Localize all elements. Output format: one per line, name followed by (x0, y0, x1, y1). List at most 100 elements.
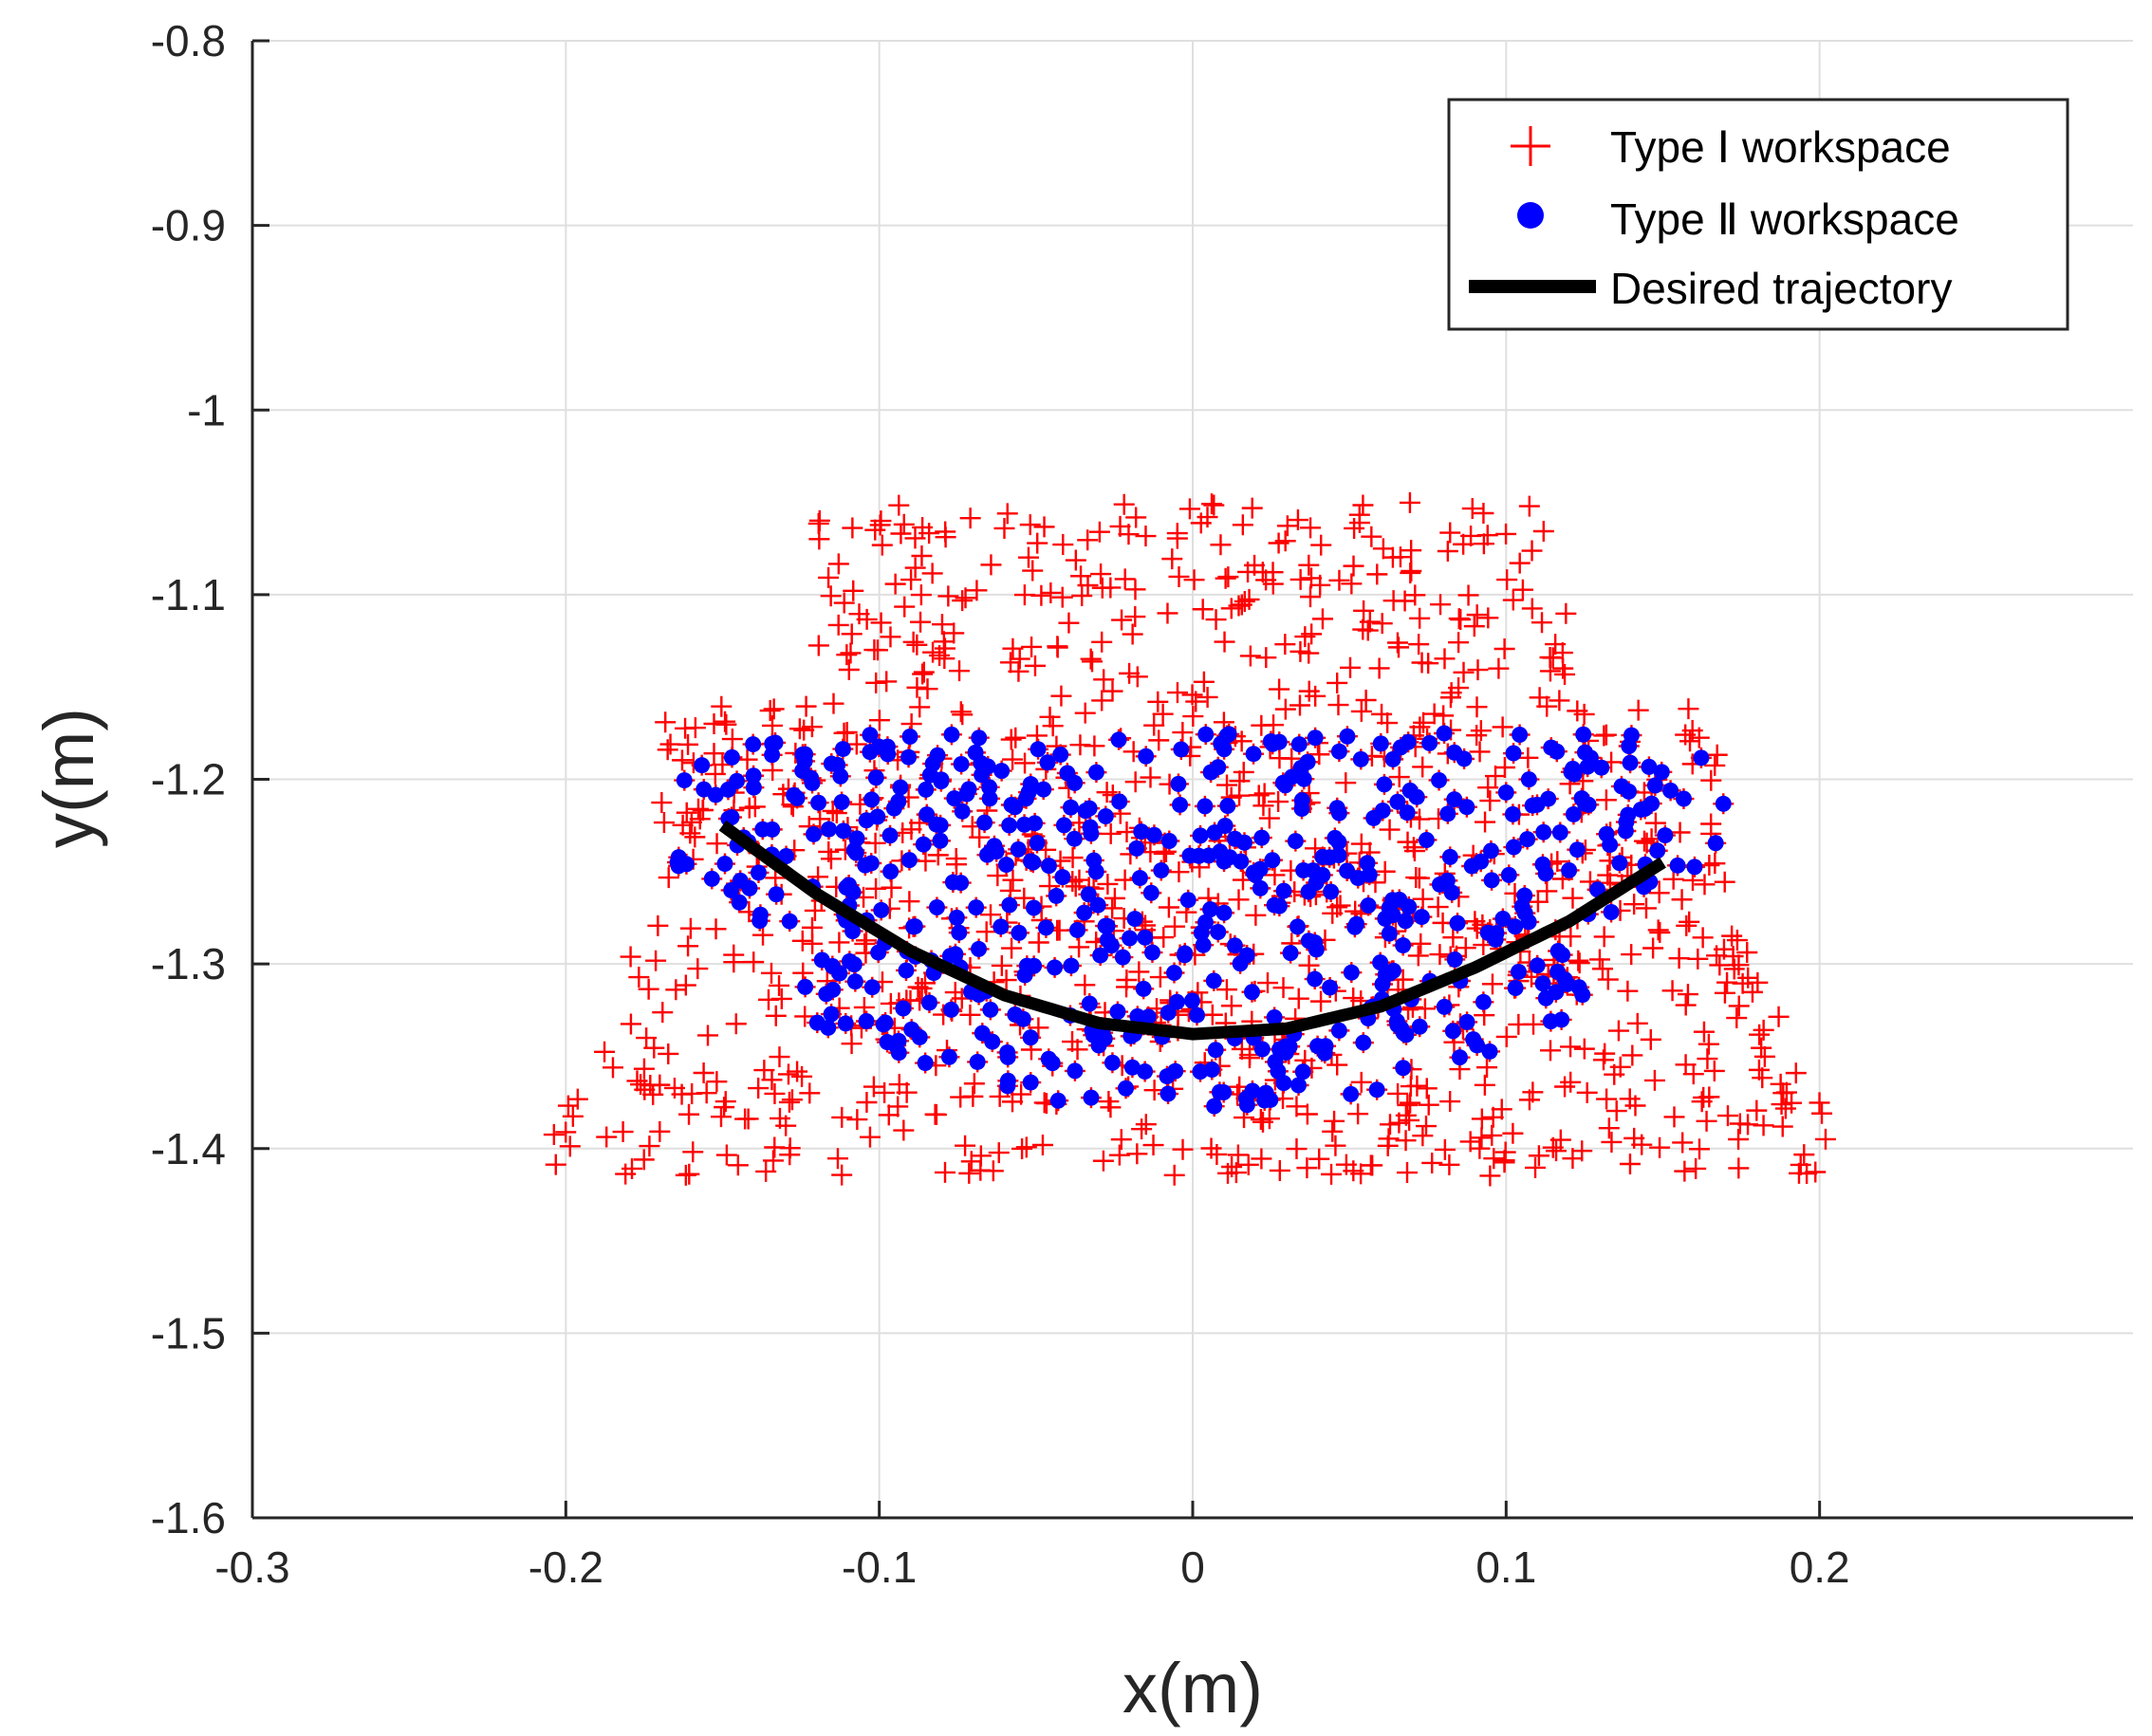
legend-marker-type-1 (1511, 126, 1550, 166)
type-1-point (763, 698, 785, 720)
type-1-point (1619, 1154, 1641, 1174)
type-1-point (1168, 565, 1190, 587)
type-2-point (1202, 901, 1219, 918)
type-1-point (1269, 678, 1290, 700)
type-1-point (1232, 514, 1253, 536)
type-1-point (1588, 949, 1610, 970)
type-1-point (1476, 1057, 1498, 1079)
type-1-point (917, 678, 938, 700)
y-tick-label: -1.4 (151, 1124, 226, 1173)
type-2-point (1500, 866, 1517, 883)
type-1-point (935, 521, 956, 543)
type-1-point (1128, 961, 1150, 983)
type-2-point (1431, 876, 1448, 893)
type-1-point (1281, 748, 1303, 769)
type-2-point (881, 827, 899, 844)
type-1-point (1595, 789, 1617, 811)
type-1-point (647, 914, 669, 936)
type-1-point (675, 974, 696, 996)
type-1-point (1771, 1094, 1792, 1116)
type-1-point (841, 1033, 863, 1055)
type-1-point (876, 671, 898, 693)
type-2-point (1715, 795, 1732, 812)
type-2-point (1686, 859, 1703, 876)
type-1-point (1051, 586, 1073, 608)
type-1-point (1518, 495, 1540, 517)
type-2-point (1244, 1082, 1261, 1099)
type-1-point (1483, 1148, 1505, 1170)
type-1-point (1560, 1036, 1582, 1058)
type-1-point (801, 716, 823, 738)
type-2-point (1339, 728, 1356, 745)
type-1-point (833, 592, 855, 614)
type-1-point (1439, 522, 1461, 544)
type-1-point (1264, 864, 1286, 886)
type-1-point (1626, 1012, 1648, 1034)
type-2-point (1025, 854, 1042, 871)
type-1-point (1604, 1063, 1625, 1085)
type-2-point (1197, 914, 1214, 931)
type-1-point (1421, 1152, 1443, 1173)
type-1-point (1110, 1129, 1132, 1151)
type-1-point (1289, 568, 1311, 590)
type-1-point (906, 676, 928, 698)
type-2-point (1210, 924, 1227, 941)
type-1-point (1682, 1063, 1704, 1085)
type-1-point (655, 711, 677, 733)
type-1-point (1669, 822, 1691, 843)
type-1-point (1252, 795, 1274, 817)
type-1-point (1001, 1091, 1023, 1113)
type-1-point (1700, 769, 1722, 791)
type-1-point (1788, 1162, 1809, 1184)
type-1-point (1258, 807, 1280, 829)
type-1-point (1477, 777, 1499, 799)
type-1-point (1721, 925, 1743, 947)
type-1-point (777, 1063, 799, 1085)
type-1-point (1372, 538, 1394, 560)
type-2-point (982, 1001, 999, 1018)
type-1-point (1192, 599, 1214, 620)
type-1-point (1161, 548, 1183, 570)
type-1-point (1728, 995, 1750, 1017)
type-1-point (1091, 631, 1113, 653)
type-1-point (1485, 766, 1507, 787)
type-1-point (1052, 534, 1074, 556)
type-2-point (906, 918, 923, 935)
y-tick-label: -1 (187, 385, 226, 434)
type-1-point (1772, 1116, 1793, 1137)
legend-label-type-1: Type Ⅰ workspace (1610, 122, 1951, 172)
type-1-point (794, 1006, 816, 1027)
type-1-point (863, 1076, 884, 1098)
type-1-point (969, 826, 991, 848)
type-1-point (1692, 927, 1714, 949)
type-2-point (764, 747, 781, 764)
type-1-point (1494, 1141, 1516, 1163)
type-1-point (1407, 945, 1429, 967)
y-tick-label: -1.6 (151, 1493, 226, 1542)
type-2-point (1003, 796, 1020, 813)
type-1-point (1300, 517, 1322, 539)
type-1-point (818, 566, 840, 588)
type-1-point (1197, 686, 1218, 708)
type-1-point (1704, 853, 1726, 875)
type-1-point (1286, 1096, 1308, 1117)
type-1-point (827, 553, 849, 575)
type-2-point (1135, 980, 1152, 997)
type-1-point (1429, 944, 1451, 966)
type-2-point (1475, 993, 1492, 1010)
type-1-point (1308, 744, 1330, 766)
type-1-point (843, 580, 864, 601)
type-1-point (1811, 1102, 1833, 1124)
type-1-point (1703, 1060, 1725, 1081)
type-1-point (904, 557, 926, 579)
type-1-point (1696, 1110, 1717, 1132)
type-1-point (757, 988, 779, 1010)
type-2-point (794, 763, 811, 780)
type-1-point (1536, 695, 1558, 717)
type-1-point (1062, 1031, 1084, 1053)
type-2-point (895, 1000, 912, 1017)
type-1-point (620, 1013, 641, 1035)
type-1-point (1068, 869, 1090, 891)
type-1-point (1752, 1067, 1773, 1089)
type-1-point (1694, 874, 1716, 896)
